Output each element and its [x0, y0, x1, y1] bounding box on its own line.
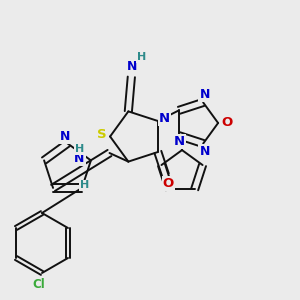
Text: S: S — [97, 128, 106, 142]
Text: O: O — [163, 177, 174, 190]
Text: H: H — [136, 52, 146, 62]
Text: N: N — [159, 112, 170, 125]
Text: O: O — [221, 116, 233, 130]
Text: N: N — [200, 88, 210, 100]
Text: N: N — [60, 130, 70, 143]
Text: N: N — [74, 152, 85, 165]
Text: Cl: Cl — [33, 278, 45, 292]
Text: N: N — [173, 135, 184, 148]
Text: H: H — [80, 181, 89, 190]
Text: H: H — [75, 144, 84, 154]
Text: N: N — [200, 146, 210, 158]
Text: N: N — [127, 61, 137, 74]
